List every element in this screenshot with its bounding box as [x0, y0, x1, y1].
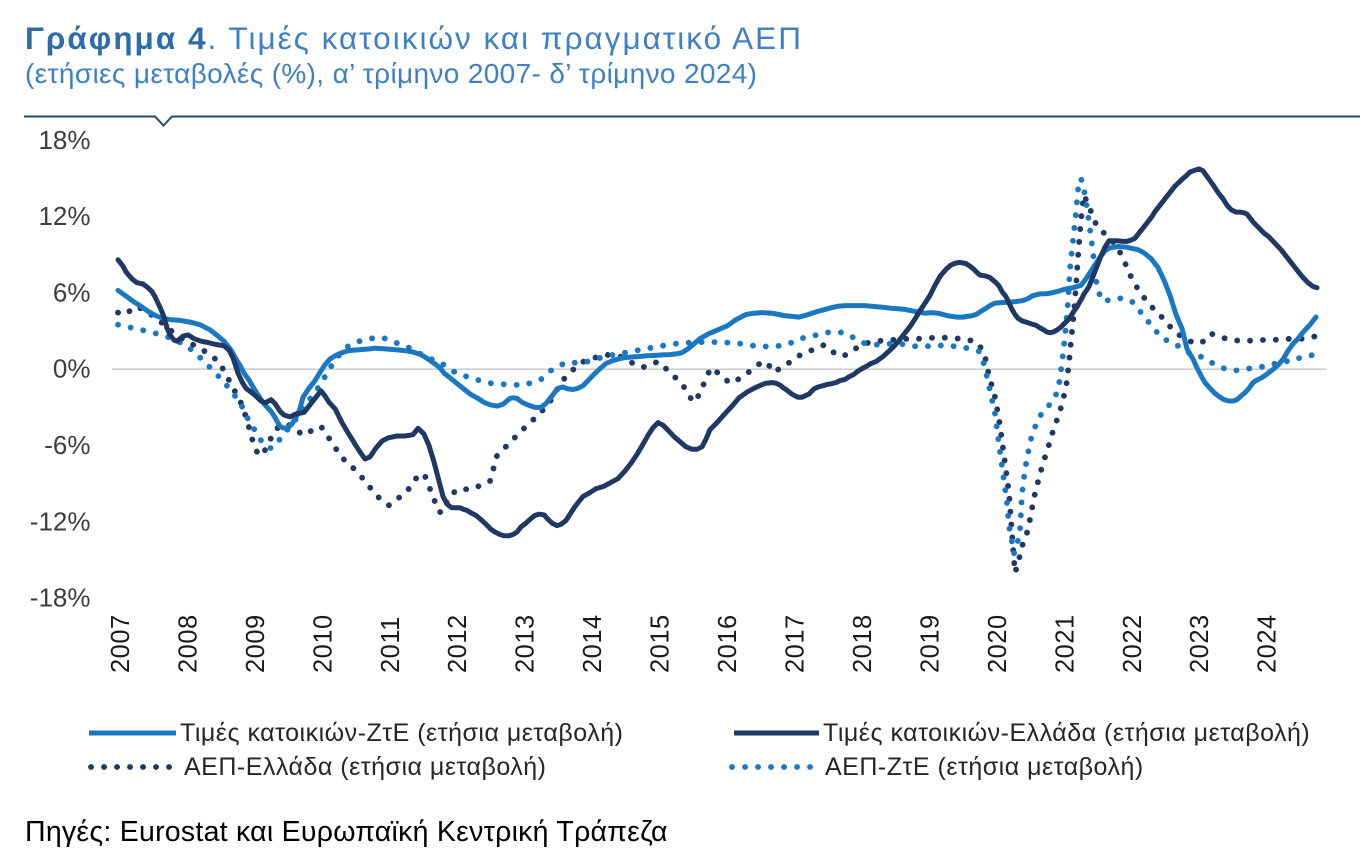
svg-text:2024: 2024	[1254, 614, 1282, 673]
svg-text:2011: 2011	[377, 616, 405, 673]
svg-text:0%: 0%	[53, 354, 91, 384]
svg-text:Τιμές κατοικιών-Ελλάδα (ετήσια: Τιμές κατοικιών-Ελλάδα (ετήσια μεταβολή)	[823, 719, 1310, 747]
svg-text:2007: 2007	[107, 614, 135, 673]
svg-text:-18%: -18%	[30, 583, 91, 613]
svg-text:(ετήσιες μεταβολές (%), α’ τρί: (ετήσιες μεταβολές (%), α’ τρίμηνο 2007-…	[25, 58, 757, 89]
svg-text:2017: 2017	[782, 614, 810, 673]
svg-text:Τιμές κατοικιών-ΖτΕ (ετήσια με: Τιμές κατοικιών-ΖτΕ (ετήσια μεταβολή)	[180, 719, 623, 747]
svg-text:12%: 12%	[38, 201, 90, 231]
svg-text:Πηγές: Eurostat και Ευρωπαϊκή: Πηγές: Eurostat και Ευρωπαϊκή Κεντρική Τ…	[25, 816, 668, 848]
svg-text:ΑΕΠ-Ελλάδα (ετήσια μεταβολή): ΑΕΠ-Ελλάδα (ετήσια μεταβολή)	[184, 753, 547, 781]
svg-text:6%: 6%	[53, 277, 91, 307]
svg-text:2012: 2012	[444, 614, 472, 673]
svg-text:2018: 2018	[849, 614, 877, 673]
svg-text:2023: 2023	[1186, 614, 1214, 673]
svg-text:18%: 18%	[38, 125, 90, 155]
svg-text:2010: 2010	[309, 614, 337, 673]
svg-text:Γράφημα 4. Τιμές κατοικιών και: Γράφημα 4. Τιμές κατοικιών και πραγματικ…	[25, 20, 803, 56]
svg-text:2020: 2020	[984, 614, 1012, 673]
svg-text:2009: 2009	[242, 614, 270, 673]
svg-text:-6%: -6%	[44, 430, 90, 460]
svg-text:-12%: -12%	[30, 506, 91, 536]
svg-text:2015: 2015	[647, 614, 675, 673]
svg-text:2021: 2021	[1051, 614, 1079, 673]
svg-text:2014: 2014	[579, 614, 607, 673]
svg-text:2008: 2008	[174, 614, 202, 673]
svg-text:2019: 2019	[916, 614, 944, 673]
svg-text:2013: 2013	[512, 614, 540, 673]
svg-text:2016: 2016	[714, 614, 742, 673]
svg-text:ΑΕΠ-ΖτΕ (ετήσια μεταβολή): ΑΕΠ-ΖτΕ (ετήσια μεταβολή)	[825, 753, 1144, 781]
svg-text:2022: 2022	[1119, 614, 1147, 673]
